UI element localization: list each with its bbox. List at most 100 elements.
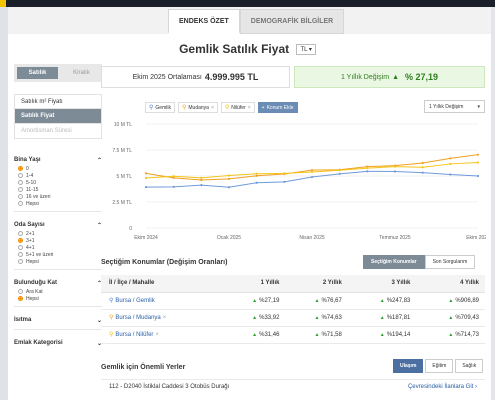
close-icon[interactable]: × bbox=[210, 104, 214, 111]
filter-title: Bina Yaşı bbox=[14, 157, 41, 163]
toggle-recent-queries[interactable]: Son Sorgularım bbox=[424, 255, 476, 269]
building-age-options: 0 1-4 5-10 11-15 16 ve üzeri Hepsi bbox=[14, 165, 102, 207]
menu-item-sale-price[interactable]: Satılık Fiyat bbox=[14, 109, 102, 124]
filter-option[interactable]: Hepsi bbox=[14, 295, 102, 302]
radio-button[interactable] bbox=[18, 194, 23, 199]
filter-option[interactable]: 1-4 bbox=[14, 172, 102, 179]
y-tick-label: 5 M TL bbox=[117, 174, 133, 180]
location-chips: ⚲ Gemlik ⚲ Mudanya × ⚲ Nilüfer × + Konum Ekle bbox=[145, 102, 301, 113]
data-point bbox=[476, 161, 480, 164]
unit-select[interactable]: TL ▾ bbox=[296, 44, 316, 56]
radio-button[interactable] bbox=[18, 231, 23, 236]
radio-button[interactable] bbox=[18, 180, 23, 185]
option-label: 0 bbox=[26, 165, 29, 172]
radio-button[interactable] bbox=[18, 296, 23, 301]
chip-nilufer[interactable]: ⚲ Nilüfer × bbox=[220, 102, 255, 113]
change-cell: ▲ %194,14 bbox=[347, 326, 417, 344]
close-icon[interactable]: × bbox=[162, 315, 167, 321]
radio-button[interactable] bbox=[18, 289, 23, 294]
change-cell: ▲ %709,43 bbox=[416, 309, 485, 327]
top-bar bbox=[0, 0, 495, 7]
chevron-up-icon: ⌃ bbox=[96, 222, 102, 229]
metric-menu: Satılık m² Fiyatı Satılık Fiyat Amortism… bbox=[14, 94, 102, 139]
poi-tab-education[interactable]: Eğitim bbox=[425, 359, 454, 373]
radio-button[interactable] bbox=[18, 238, 23, 243]
comparison-title: Seçtiğim Konumlar (Değişim Oranları) bbox=[101, 259, 228, 266]
filter-option[interactable]: 5+1 ve üzeri bbox=[14, 251, 102, 258]
close-icon[interactable]: × bbox=[247, 104, 251, 111]
data-point bbox=[421, 166, 424, 169]
poi-tab-health[interactable]: Sağlık bbox=[455, 359, 484, 373]
table-row[interactable]: ⚲ Bursa / Gemlik ▲ %27,19 ▲ %76,67 ▲ %247,83 ▲ %9… bbox=[101, 292, 485, 310]
tab-endeks-ozet[interactable]: ENDEKS ÖZET bbox=[168, 9, 240, 34]
radio-button[interactable] bbox=[18, 166, 23, 171]
top-tabs: ENDEKS ÖZET DEMOGRAFİK BİLGİLER bbox=[168, 9, 345, 34]
poi-listings-link[interactable]: Çevresindeki İlanlara Git › bbox=[407, 383, 477, 390]
data-point bbox=[255, 174, 258, 177]
radio-button[interactable] bbox=[18, 187, 23, 192]
radio-button[interactable] bbox=[18, 201, 23, 206]
close-icon[interactable]: × bbox=[155, 332, 159, 338]
add-location-button[interactable]: + Konum Ekle bbox=[257, 102, 298, 113]
filter-option[interactable]: 3+1 bbox=[14, 237, 102, 244]
filter-option[interactable]: 11-15 bbox=[14, 186, 102, 193]
filter-option[interactable]: 5-10 bbox=[14, 179, 102, 186]
tab-demografik-bilgiler[interactable]: DEMOGRAFİK BİLGİLER bbox=[239, 9, 345, 34]
chip-mudanya[interactable]: ⚲ Mudanya × bbox=[177, 102, 218, 113]
data-point bbox=[283, 172, 286, 175]
filter-title: Emlak Kategorisi bbox=[14, 340, 63, 346]
table-row[interactable]: ⚲ Bursa / Nilüfer × ▲ %31,46 ▲ %71,58 ▲ %194,14 ▲… bbox=[101, 326, 485, 344]
filter-option[interactable]: 4+1 bbox=[14, 244, 102, 251]
filter-option[interactable]: Hepsi bbox=[14, 258, 102, 265]
change-cell: ▲ %187,81 bbox=[347, 309, 417, 327]
data-point bbox=[144, 186, 148, 189]
chevron-up-icon: ⌃ bbox=[96, 280, 102, 287]
average-label: Ekim 2025 Ortalaması bbox=[132, 73, 202, 81]
filter-option[interactable]: 16 ve üzeri bbox=[14, 193, 102, 200]
floor-options: Ara Kat Hepsi bbox=[14, 288, 102, 302]
change-value: %76,67 bbox=[321, 297, 342, 304]
comparison-period-select[interactable]: 1 Yıllık Değişim ▾ bbox=[424, 100, 485, 113]
change-value: %27,19 bbox=[259, 297, 280, 304]
filter-option[interactable]: 2+1 bbox=[14, 230, 102, 237]
data-point bbox=[449, 157, 452, 160]
filter-option[interactable]: Ara Kat bbox=[14, 288, 102, 295]
data-point bbox=[449, 162, 452, 166]
location-link[interactable]: Bursa / Nilüfer bbox=[115, 332, 154, 338]
chip-gemlik[interactable]: ⚲ Gemlik bbox=[145, 102, 175, 113]
location-link[interactable]: Bursa / Mudanya bbox=[115, 315, 161, 321]
filter-heating-header[interactable]: Isıtma ⌄ bbox=[14, 315, 102, 325]
filter-floor-header[interactable]: Bulunduğu Kat ⌃ bbox=[14, 278, 102, 288]
filter-rooms-header[interactable]: Oda Sayısı ⌃ bbox=[14, 220, 102, 230]
option-label: Hepsi bbox=[26, 258, 39, 265]
change-value: %187,81 bbox=[386, 314, 411, 321]
poi-tab-transport[interactable]: Ulaşım bbox=[393, 359, 424, 373]
change-value: %247,83 bbox=[386, 297, 411, 304]
menu-item-m2-price[interactable]: Satılık m² Fiyatı bbox=[14, 94, 102, 109]
table-row[interactable]: ⚲ Bursa / Mudanya × ▲ %33,92 ▲ %74,63 ▲ %187,81 ▲… bbox=[101, 309, 485, 327]
up-triangle-icon: ▲ bbox=[448, 314, 454, 321]
toggle-selected-locations[interactable]: Seçtiğim Konumlar bbox=[363, 255, 425, 269]
radio-button[interactable] bbox=[18, 245, 23, 250]
change-value: %31,46 bbox=[259, 331, 280, 338]
radio-button[interactable] bbox=[18, 173, 23, 178]
column-header-4y: 4 Yıllık bbox=[416, 275, 485, 293]
radio-button[interactable] bbox=[18, 259, 23, 264]
data-point bbox=[338, 172, 341, 175]
location-link[interactable]: Bursa / Gemlik bbox=[115, 298, 155, 304]
filter-option[interactable]: Hepsi bbox=[14, 200, 102, 207]
divider bbox=[14, 306, 102, 307]
option-label: 3+1 bbox=[26, 237, 35, 244]
mode-kiralik[interactable]: Kiralık bbox=[73, 70, 90, 76]
data-point bbox=[172, 185, 175, 188]
filter-option[interactable]: 0 bbox=[14, 165, 102, 172]
radio-button[interactable] bbox=[18, 252, 23, 257]
y-tick-label: 7.5 M TL bbox=[112, 148, 132, 154]
change-cell: ▲ %33,92 bbox=[223, 309, 286, 327]
filter-category-header[interactable]: Emlak Kategorisi ⌄ bbox=[14, 338, 102, 348]
change-value: %74,63 bbox=[321, 314, 342, 321]
mode-satilik[interactable]: Satılık bbox=[17, 67, 58, 79]
change-value: %71,58 bbox=[321, 331, 342, 338]
option-label: Hepsi bbox=[26, 200, 39, 207]
filter-building-age-header[interactable]: Bina Yaşı ⌃ bbox=[14, 155, 102, 165]
